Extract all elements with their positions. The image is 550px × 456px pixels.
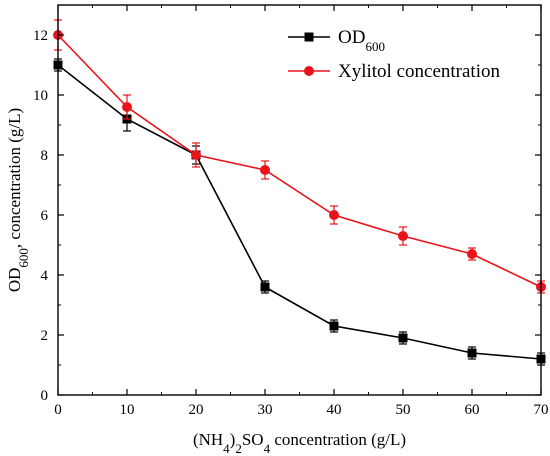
series-line-1: [57, 34, 542, 288]
legend-label-1: Xylitol concentration: [338, 61, 500, 82]
x-tick-label: 0: [54, 402, 62, 418]
x-tick-label: 20: [189, 402, 204, 418]
data-point-square: [260, 282, 270, 292]
x-tick-label: 70: [534, 402, 549, 418]
y-tick-label: 8: [41, 148, 49, 164]
data-point-circle: [260, 165, 270, 175]
data-point-circle: [191, 150, 201, 160]
y-tick-label: 0: [41, 388, 49, 404]
legend: OD600 Xylitol concentration: [288, 27, 500, 82]
data-point-circle: [122, 102, 132, 112]
y-tick-label: 12: [33, 28, 48, 44]
series-line-0: [57, 64, 542, 360]
x-tick-label: 40: [327, 402, 342, 418]
x-tick-label: 30: [258, 402, 273, 418]
data-point-circle: [467, 249, 477, 259]
legend-marker-square: [304, 32, 314, 42]
x-tick-label: 10: [120, 402, 135, 418]
y-tick-label: 6: [41, 208, 49, 224]
x-axis-title: (NH4)2SO4 concentration (g/L): [193, 430, 406, 456]
data-point-square: [398, 333, 408, 343]
x-tick-label: 60: [465, 402, 480, 418]
data-point-square: [329, 321, 339, 331]
legend-label-0: OD600: [338, 27, 385, 54]
data-point-circle: [329, 210, 339, 220]
y-tick-label: 2: [41, 328, 49, 344]
y-axis-title: OD600, concentration (g/L): [5, 108, 31, 292]
x-tick-label: 50: [396, 402, 411, 418]
axes: 0 10 20 30 40 50 60 70 0 2 4 6 8 10 12 (NH4)2SO4 concen…: [5, 4, 549, 456]
data-point-square: [467, 348, 477, 358]
legend-marker-circle: [304, 66, 314, 76]
y-tick-label: 10: [33, 88, 48, 104]
y-tick-label: 4: [41, 268, 49, 284]
data-point-circle: [398, 231, 408, 241]
